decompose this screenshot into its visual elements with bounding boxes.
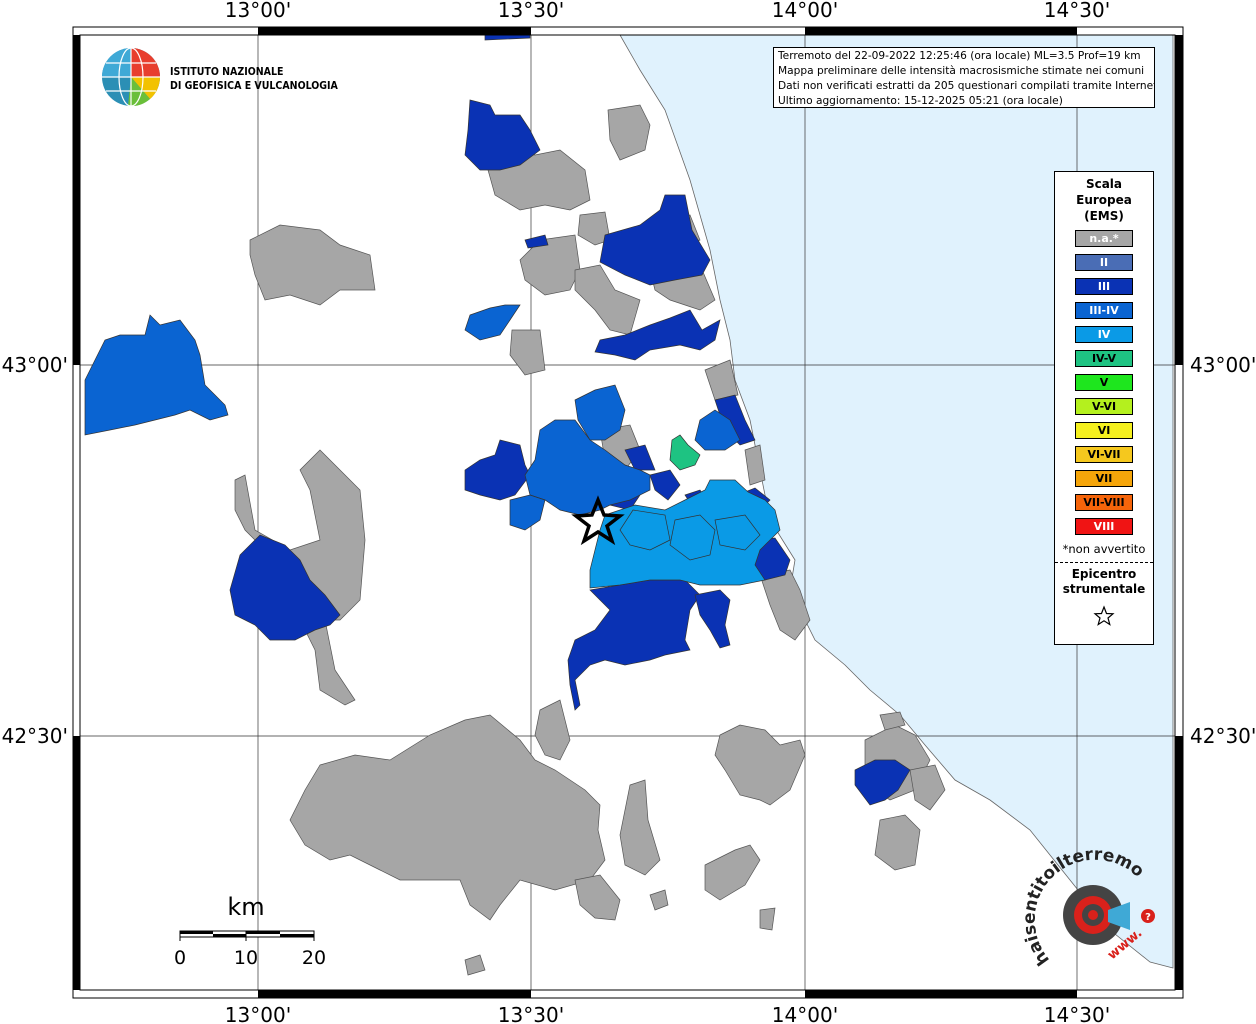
top-label-4: 14°30' [1044, 0, 1110, 22]
logo-line-2: DI GEOFISICA E VULCANOLOGIA [170, 80, 339, 92]
legend-item: III-IV [1075, 302, 1133, 319]
logo-line-1: ISTITUTO NAZIONALE [170, 66, 283, 78]
legend-item: III [1075, 278, 1133, 295]
left-label-1: 43°00' [2, 353, 68, 377]
legend-items: n.a.* II III III-IV IV IV-V V V-VI VI VI-VII VII VI… [1055, 230, 1153, 535]
epicenter-star [571, 495, 625, 546]
scale-tick-20: 20 [302, 947, 326, 969]
legend-item: VI [1075, 422, 1133, 439]
municipalities-III-IV [84, 304, 741, 531]
legend-note: *non avvertito [1062, 542, 1146, 556]
legend-item: V-VI [1075, 398, 1133, 415]
info-line-1: Terremoto del 22-09-2022 12:25:46 (ora l… [778, 50, 1141, 62]
legend-item: II [1075, 254, 1133, 271]
info-line-2: Mappa preliminare delle intensità macros… [778, 65, 1145, 77]
top-label-1: 13°00' [225, 0, 291, 22]
earthquake-info-box: Terremoto del 22-09-2022 12:25:46 (ora l… [773, 47, 1155, 108]
legend-item: V [1075, 374, 1133, 391]
legend-item: n.a.* [1075, 230, 1133, 247]
legend-item: IV [1075, 326, 1133, 343]
legend-star-icon [1055, 605, 1153, 631]
legend-separator [1055, 562, 1153, 563]
right-label-1: 43°00' [1190, 353, 1256, 377]
legend-item: VII-VIII [1075, 494, 1133, 511]
legend-title: Scala Europea (EMS) [1076, 177, 1132, 223]
scale-tick-10: 10 [234, 947, 258, 969]
bottom-label-4: 14°30' [1044, 1003, 1110, 1024]
legend-item: IV-V [1075, 350, 1133, 367]
intensity-legend: Scala Europea (EMS) n.a.* II III III-IV IV IV… [1054, 171, 1154, 645]
bottom-label-1: 13°00' [225, 1003, 291, 1024]
top-label-2: 13°30' [498, 0, 564, 22]
legend-item: VI-VII [1075, 446, 1133, 463]
legend-item: VII [1075, 470, 1133, 487]
scale-tick-0: 0 [174, 947, 186, 969]
top-label-3: 14°00' [772, 0, 838, 22]
map-frame [72, 26, 1184, 999]
ingv-logo: ISTITUTO NAZIONALE DI GEOFISICA E VULCAN… [102, 47, 339, 107]
legend-item: VIII [1075, 518, 1133, 535]
municipalities-IV [589, 479, 781, 589]
svg-text:?: ? [1145, 912, 1151, 923]
scale-unit: km [227, 893, 264, 921]
legend-epicenter-title: Epicentro strumentale [1062, 567, 1146, 596]
municipalities-na [234, 104, 946, 976]
left-label-2: 42°30' [2, 724, 68, 748]
info-line-4: Ultimo aggiornamento: 15-12-2025 05:21 (… [778, 95, 1063, 107]
municipalities-IV-V [669, 434, 701, 471]
info-line-3: Dati non verificati estratti da 205 ques… [778, 80, 1155, 92]
bottom-label-3: 14°00' [772, 1003, 838, 1024]
right-label-2: 42°30' [1190, 724, 1256, 748]
bottom-label-2: 13°30' [498, 1003, 564, 1024]
scale-bar: km 0 10 20 [174, 893, 326, 969]
